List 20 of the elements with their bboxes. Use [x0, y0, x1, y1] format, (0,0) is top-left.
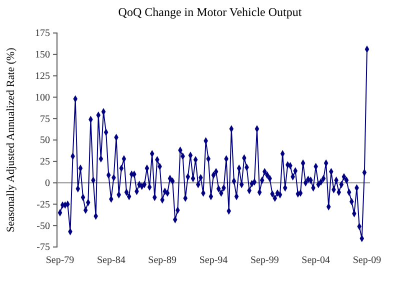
x-tick-label: Sep-79	[46, 255, 74, 266]
x-tick-label: Sep-04	[302, 255, 330, 266]
y-tick-label: 0	[45, 178, 50, 189]
y-tick-label: -50	[36, 220, 50, 232]
x-tick-label: Sep-09	[352, 255, 382, 266]
y-tick-label: -25	[36, 199, 50, 210]
y-tick-label: -75	[36, 242, 50, 254]
y-tick-label: 100	[35, 92, 50, 104]
chart-title: QoQ Change in Motor Vehicle Output	[118, 5, 302, 19]
y-tick-label: 175	[35, 28, 50, 40]
y-tick-label: 25	[40, 156, 50, 168]
y-tick-label: 150	[35, 50, 50, 61]
x-tick-label: Sep-89	[148, 255, 177, 266]
x-tick-label: Sep-99	[250, 255, 279, 266]
y-axis-title: Seasonally Adjusted Annualized Rate (%)	[5, 47, 17, 232]
y-tick-label: 125	[35, 71, 50, 82]
x-tick-label: Sep-84	[96, 255, 126, 266]
y-tick-label: 50	[40, 135, 50, 146]
y-tick-label: 75	[40, 114, 50, 125]
x-tick-label: Sep-94	[199, 255, 228, 266]
